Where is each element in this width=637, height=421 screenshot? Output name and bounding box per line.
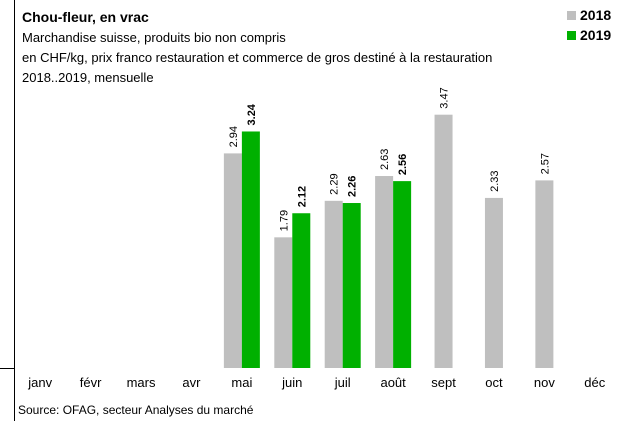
bar [535, 180, 554, 368]
subtitle: Marchandise suisse, produits bio non com… [22, 30, 286, 45]
value-label: 2.29 [329, 173, 341, 194]
subtitle: 2018..2019, mensuelle [22, 70, 154, 85]
x-tick-label: août [380, 375, 406, 390]
bar [241, 131, 260, 368]
bar [223, 153, 242, 368]
x-tick-label: déc [584, 375, 605, 390]
value-label: 1.79 [278, 210, 290, 231]
value-label: 2.57 [539, 153, 551, 174]
bar [324, 200, 343, 368]
value-label: 3.47 [439, 87, 451, 108]
value-label: 2.56 [397, 154, 409, 175]
bar [292, 213, 311, 368]
x-tick-label: juin [281, 375, 302, 390]
x-tick-label: janv [27, 375, 52, 390]
x-tick-label: avr [182, 375, 201, 390]
bar [342, 203, 361, 368]
value-label: 3.24 [246, 103, 258, 125]
x-tick-label: juil [334, 375, 351, 390]
x-tick-label: mars [127, 375, 156, 390]
subtitle: en CHF/kg, prix franco restauration et c… [22, 50, 492, 65]
source: Source: OFAG, secteur Analyses du marché [18, 403, 254, 417]
x-tick-label: févr [80, 375, 102, 390]
value-label: 2.63 [379, 149, 391, 170]
legend-label: 2018 [580, 7, 611, 23]
legend-swatch [567, 31, 576, 40]
bar [375, 176, 394, 368]
chart-title: Chou-fleur, en vrac [22, 9, 149, 25]
bar [484, 197, 503, 368]
legend-swatch [567, 11, 576, 20]
bar [274, 237, 293, 368]
value-label: 2.26 [347, 176, 359, 197]
bar [393, 181, 412, 368]
value-label: 2.12 [296, 186, 308, 207]
x-tick-label: nov [534, 375, 555, 390]
x-tick-label: oct [485, 375, 503, 390]
x-tick-label: mai [231, 375, 252, 390]
legend-label: 2019 [580, 27, 611, 43]
bar [434, 114, 453, 368]
x-tick-label: sept [431, 375, 456, 390]
value-label: 2.33 [489, 170, 501, 191]
value-label: 2.94 [228, 126, 240, 147]
